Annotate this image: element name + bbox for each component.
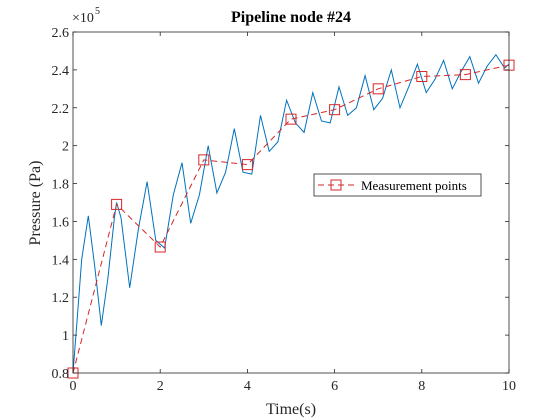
y-exponent-label: ×10	[72, 11, 94, 26]
measurement-point-marker	[285, 113, 297, 125]
measurement-point-marker	[329, 104, 341, 116]
y-tick-label: 1	[62, 329, 69, 344]
measurement-point-marker	[372, 83, 384, 95]
y-exponent-power: 5	[95, 6, 100, 17]
y-exponent: ×10 5	[72, 6, 100, 26]
y-tick-label: 1.6	[52, 215, 70, 230]
pressure-line	[72, 53, 510, 374]
y-tick-label: 2.4	[52, 64, 70, 79]
y-tick-label: 1.8	[52, 178, 70, 193]
x-tick-label: 8	[418, 379, 425, 394]
y-tick-label: 2	[62, 140, 69, 155]
measurement-point-marker	[459, 69, 471, 81]
measurement-point-marker	[198, 154, 210, 166]
x-tick-label: 2	[157, 379, 164, 394]
plot-area	[73, 32, 509, 373]
x-axis-label: Time(s)	[266, 401, 316, 418]
y-tick-label: 2.6	[52, 26, 70, 41]
x-tick-label: 4	[244, 379, 251, 394]
y-tick-label: 1.4	[52, 253, 70, 268]
legend-marker-sample	[330, 179, 342, 191]
x-tick-label: 6	[331, 379, 338, 394]
measurement-point-marker	[241, 159, 253, 171]
x-tick-label: 10	[502, 379, 516, 394]
measurement-point-marker	[111, 198, 123, 210]
measurement-point-marker	[154, 241, 166, 253]
measurement-point-marker	[416, 71, 428, 83]
legend: Measurement points	[313, 173, 482, 197]
y-tick-label: 1.2	[52, 291, 70, 306]
y-tick-label: 2.2	[52, 102, 70, 117]
legend-label: Measurement points	[361, 178, 467, 193]
measurement-line	[72, 64, 510, 374]
chart-title: Pipeline node #24	[231, 9, 351, 26]
y-axis-label: Pressure (Pa)	[27, 161, 44, 246]
y-tick-label: 0.8	[52, 367, 70, 382]
plot-frame	[72, 31, 510, 374]
legend-box	[313, 173, 482, 197]
x-tick-label: 0	[70, 379, 77, 394]
